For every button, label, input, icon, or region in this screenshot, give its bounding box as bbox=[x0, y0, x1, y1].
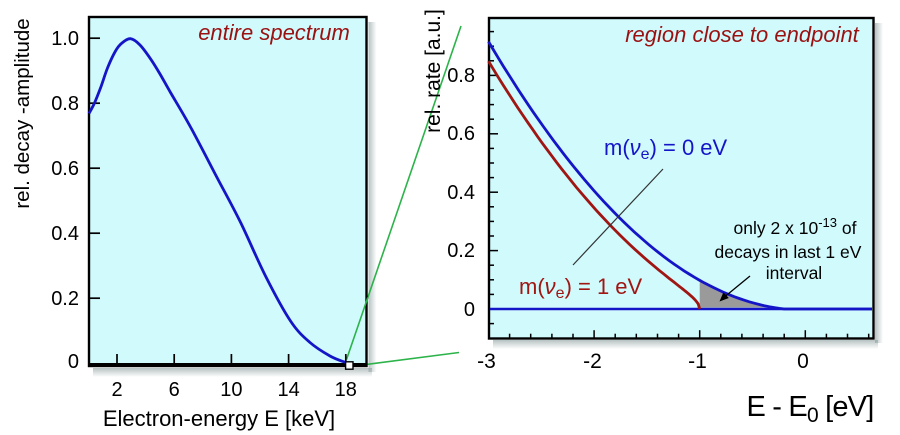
svg-text:entire spectrum: entire spectrum bbox=[198, 20, 350, 45]
svg-text:0.6: 0.6 bbox=[447, 123, 475, 145]
svg-text:18: 18 bbox=[335, 379, 357, 401]
svg-text:0.6: 0.6 bbox=[51, 158, 79, 180]
svg-text:0: 0 bbox=[68, 351, 79, 373]
svg-text:m(νe) = 0 eV: m(νe) = 0 eV bbox=[604, 135, 728, 163]
svg-text:rel. decay -amplitude: rel. decay -amplitude bbox=[11, 18, 34, 208]
svg-text:region close to endpoint: region close to endpoint bbox=[625, 22, 859, 47]
svg-text:0.4: 0.4 bbox=[447, 182, 475, 204]
svg-text:-2: -2 bbox=[583, 350, 602, 373]
svg-text:rel. rate [a.u.]: rel. rate [a.u.] bbox=[422, 9, 445, 133]
svg-text:interval: interval bbox=[766, 263, 822, 283]
svg-text:0: 0 bbox=[464, 299, 475, 321]
svg-text:only 2 x 10-13 of: only 2 x 10-13 of bbox=[734, 215, 857, 238]
svg-text:decays in last 1 eV: decays in last 1 eV bbox=[715, 242, 862, 262]
svg-text:E - E0 [eV]: E - E0 [eV] bbox=[746, 391, 873, 427]
svg-text:0.2: 0.2 bbox=[51, 288, 79, 310]
svg-text:10: 10 bbox=[220, 379, 242, 401]
svg-text:Electron-energy E [keV]: Electron-energy E [keV] bbox=[103, 406, 335, 431]
svg-text:m(νe) = 1 eV: m(νe) = 1 eV bbox=[519, 274, 643, 302]
svg-text:0.4: 0.4 bbox=[51, 223, 79, 245]
svg-text:-1: -1 bbox=[688, 350, 707, 373]
svg-text:2: 2 bbox=[111, 379, 122, 401]
svg-text:14: 14 bbox=[277, 379, 299, 401]
svg-text:-3: -3 bbox=[477, 350, 496, 373]
svg-text:0.2: 0.2 bbox=[447, 240, 475, 262]
svg-text:1.0: 1.0 bbox=[51, 28, 79, 50]
svg-text:0.8: 0.8 bbox=[51, 93, 79, 115]
svg-text:6: 6 bbox=[169, 379, 180, 401]
svg-text:0.8: 0.8 bbox=[447, 65, 475, 87]
svg-text:0: 0 bbox=[797, 350, 809, 373]
